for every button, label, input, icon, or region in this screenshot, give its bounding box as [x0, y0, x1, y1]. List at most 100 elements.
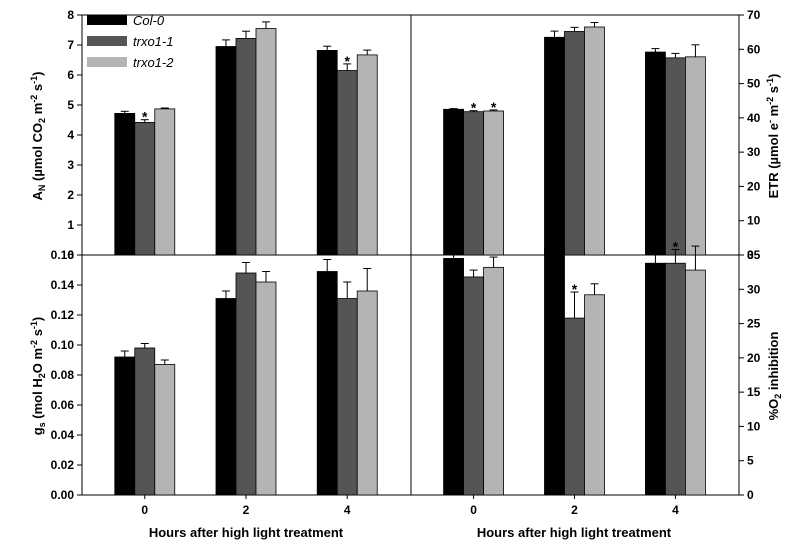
significance-asterisk-an: *	[142, 109, 148, 125]
ylabel-o2-main: %O	[766, 399, 781, 421]
y-tick-label-an: 5	[67, 98, 74, 112]
bar-etr-trxo1-1-h0	[463, 111, 484, 256]
bar-gs-trxo1-1-h2	[235, 272, 257, 496]
y-tick-label-o2: 5	[747, 454, 754, 468]
xlabel-left: Hours after high light treatment	[149, 525, 344, 540]
y-tick-label-gs: 0.14	[51, 278, 75, 292]
ylabel-an-sub: N	[37, 185, 47, 192]
y-tick-label-an: 8	[67, 8, 74, 22]
y-tick-label-etr: 10	[747, 214, 761, 228]
significance-asterisk-an: *	[344, 53, 350, 69]
bar-o2-trxo1-2-h4	[685, 269, 706, 496]
bar-gs-col0-h0	[114, 356, 136, 496]
x-tick-label-gs: 2	[243, 503, 250, 517]
bar-an-trxo1-1-h0	[134, 122, 156, 256]
y-tick-label-etr: 70	[747, 8, 761, 22]
bar-gs-trxo1-1-h0	[134, 347, 156, 496]
bar-an-col0-h2	[215, 46, 237, 256]
y-tick-label-o2: 15	[747, 385, 761, 399]
x-tick-label-o2: 2	[571, 503, 578, 517]
significance-asterisk-etr: *	[491, 99, 497, 115]
bar-o2-col0-h0	[443, 258, 464, 496]
ylabel-an-sup2: -1	[29, 76, 39, 84]
ylabel-an: AN (µmol CO2 m-2 s-1)	[29, 72, 47, 201]
bar-gs-trxo1-2-h2	[255, 281, 277, 496]
bar-etr-trxo1-2-h2	[584, 26, 605, 256]
bar-o2-trxo1-1-h2	[564, 317, 585, 496]
bar-o2-col0-h2	[544, 247, 565, 496]
y-tick-label-an: 6	[67, 68, 74, 82]
ylabel-gs-unit3: s	[30, 329, 45, 340]
xlabel-right: Hours after high light treatment	[477, 525, 672, 540]
ylabel-etr: ETR (µmol e- m-2 s-1)	[765, 74, 781, 199]
y-tick-label-etr: 0	[747, 248, 754, 262]
ylabel-etr-sup2: -1	[765, 78, 775, 86]
legend-label-col0: Col-0	[133, 13, 165, 28]
bar-etr-col0-h4	[645, 51, 666, 256]
bar-an-col0-h0	[114, 113, 136, 256]
ylabel-gs-sub2: 2	[37, 373, 47, 378]
bar-etr-col0-h0	[443, 108, 464, 256]
bar-an-trxo1-2-h2	[255, 28, 277, 256]
bar-o2-trxo1-2-h0	[483, 266, 504, 496]
bar-an-trxo1-2-h0	[154, 108, 176, 256]
bar-o2-trxo1-2-h2	[584, 294, 605, 496]
bar-gs-col0-h2	[215, 298, 237, 496]
ylabel-an-sup1: -2	[29, 95, 39, 103]
significance-asterisk-o2: *	[673, 239, 679, 255]
y-tick-label-o2: 20	[747, 351, 761, 365]
ylabel-an-main: A	[30, 190, 45, 200]
y-tick-label-o2: 30	[747, 282, 761, 296]
y-tick-label-o2: 25	[747, 317, 761, 331]
bar-an-trxo1-1-h2	[235, 38, 257, 256]
significance-asterisk-etr: *	[471, 100, 477, 116]
y-tick-label-gs: 0.04	[51, 428, 75, 442]
bar-an-trxo1-1-h4	[336, 70, 358, 256]
legend-swatch-trxo1-1	[87, 36, 127, 46]
y-tick-label-etr: 20	[747, 179, 761, 193]
ylabel-etr-sup0: -	[765, 120, 775, 123]
bar-gs-trxo1-2-h4	[356, 290, 378, 496]
bar-gs-trxo1-2-h0	[154, 364, 176, 496]
bar-etr-trxo1-2-h4	[685, 56, 706, 256]
legend-swatch-col0	[87, 15, 127, 25]
bar-etr-trxo1-2-h0	[483, 110, 504, 256]
bar-o2-trxo1-1-h4	[665, 262, 686, 496]
y-tick-label-an: 1	[67, 218, 74, 232]
x-tick-label-o2: 0	[470, 503, 477, 517]
bar-gs-trxo1-1-h4	[336, 298, 358, 496]
ylabel-etr-sup1: -2	[765, 97, 775, 105]
y-tick-label-an: 7	[67, 38, 74, 52]
y-tick-label-etr: 30	[747, 145, 761, 159]
y-tick-label-etr: 40	[747, 111, 761, 125]
y-tick-label-an: 0	[67, 248, 74, 262]
y-tick-label-gs: 0.02	[51, 458, 75, 472]
y-tick-label-an: 3	[67, 158, 74, 172]
significance-asterisk-o2: *	[572, 281, 578, 297]
legend-label-trxo1-2: trxo1-2	[133, 55, 174, 70]
legend-swatch-trxo1-2	[87, 57, 127, 67]
y-tick-label-o2: 35	[747, 248, 761, 262]
ylabel-o2-unit1: inhibition	[766, 332, 781, 394]
bar-gs-col0-h4	[316, 271, 338, 496]
ylabel-gs-main: g	[30, 427, 45, 435]
bar-etr-col0-h2	[544, 36, 565, 256]
ylabel-gs-close: )	[30, 317, 45, 321]
ylabel-o2-sub: 2	[773, 394, 783, 399]
legend: Col-0 trxo1-1 trxo1-2	[87, 13, 174, 70]
y-tick-label-gs: 0.00	[51, 488, 75, 502]
y-tick-label-an: 2	[67, 188, 74, 202]
y-tick-label-gs: 0.10	[51, 338, 75, 352]
bar-an-col0-h4	[316, 50, 338, 256]
y-tick-label-gs: 0.06	[51, 398, 75, 412]
ylabel-an-close: )	[30, 72, 45, 76]
x-tick-label-o2: 4	[672, 503, 679, 517]
y-tick-label-an: 4	[67, 128, 74, 142]
ylabel-an-unit1: (µmol CO	[30, 123, 45, 185]
bar-o2-col0-h4	[645, 262, 666, 496]
y-tick-label-gs: 0.08	[51, 368, 75, 382]
y-tick-label-etr: 60	[747, 42, 761, 56]
ylabel-gs: gs (mol H2O m-2 s-1)	[29, 317, 47, 436]
